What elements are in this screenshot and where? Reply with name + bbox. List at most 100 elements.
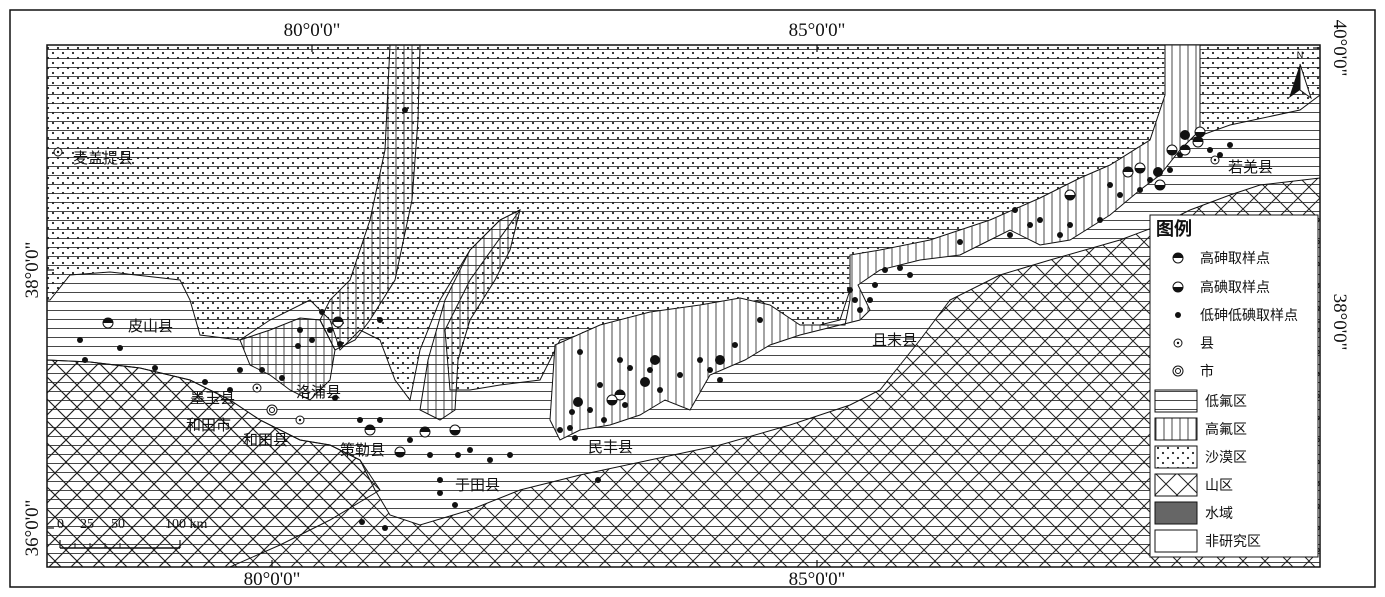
- left-lat-label-1: 38°0'0": [22, 242, 43, 299]
- place-label-qiemo: 且末县: [872, 331, 917, 349]
- high-fluoride-tongue: [419, 209, 521, 421]
- low-as-low-i-point: [1180, 130, 1190, 140]
- low-as-low-i-point: [697, 357, 703, 363]
- low-as-low-i-point: [1007, 232, 1013, 238]
- low-as-low-i-point: [650, 355, 660, 365]
- place-label-lop: 洛浦县: [296, 383, 341, 401]
- right-lat-label-2: 38°0'0": [1329, 294, 1350, 351]
- county-marker-moyu: [252, 383, 262, 393]
- place-label-maigaiti: 麦盖提县: [73, 149, 133, 167]
- bottom-lon-label-1: 80°0'0": [244, 569, 301, 590]
- low-as-low-i-point: [407, 437, 413, 443]
- scale-tick-0: 0: [57, 517, 64, 532]
- low-as-low-i-point: [852, 297, 858, 303]
- place-markers: [53, 147, 1220, 425]
- high-iodine-point-fill: [1155, 185, 1165, 190]
- low-as-low-i-point: [867, 297, 873, 303]
- low-as-low-i-point: [627, 365, 633, 371]
- low-as-low-i-point: [1137, 187, 1143, 193]
- low-as-low-i-point: [467, 447, 473, 453]
- north-label: N: [1297, 50, 1304, 60]
- legend-city: 市: [1172, 363, 1214, 380]
- high-fluoride-river: [319, 45, 421, 351]
- scale-bar: 0 25 50 100 km: [57, 517, 208, 549]
- low-as-low-i-point: [847, 287, 853, 293]
- legend-low-fluoride: 低氟区: [1154, 389, 1247, 413]
- low-as-low-i-point: [597, 382, 603, 388]
- top-lon-label-1: 80°0'0": [284, 20, 341, 41]
- high-iodine-point-fill: [450, 430, 460, 435]
- high-arsenic-point-fill: [333, 317, 343, 322]
- low-as-low-i-point: [957, 239, 963, 245]
- scale-tick-100: 100 km: [165, 517, 208, 532]
- low-as-low-i-point: [1227, 142, 1233, 148]
- low-as-low-i-point: [337, 341, 343, 347]
- low-as-low-i-point: [117, 345, 123, 351]
- legend-non-study: 非研究区: [1154, 529, 1261, 553]
- low-as-low-i-point: [567, 425, 573, 431]
- svg-text:水域: 水域: [1205, 506, 1233, 522]
- legend-high-arsenic: 高砷取样点: [1172, 250, 1270, 267]
- low-as-low-i-point: [357, 417, 363, 423]
- mountain-zone-west: [47, 359, 381, 567]
- svg-text:县: 县: [1200, 336, 1214, 352]
- county-marker-maigaiti: [53, 147, 63, 157]
- scale-tick-25: 25: [80, 517, 94, 532]
- legend-high-fluoride: 高氟区: [1154, 417, 1247, 441]
- low-as-low-i-point: [377, 417, 383, 423]
- city-marker-hotan: [266, 404, 278, 416]
- place-labels: 麦盖提县 皮山县 墨玉县 和田市 和田县 洛浦县 策勒县 于田县 民丰县 且末县…: [73, 149, 1273, 494]
- north-arrow-right: [1299, 63, 1312, 100]
- legend-title: 图例: [1156, 218, 1192, 240]
- low-as-low-i-point: [1027, 222, 1033, 228]
- sample-points: [77, 107, 1233, 531]
- right-lat-label-1: 40°0'0": [1329, 20, 1350, 77]
- north-arrow: N: [1289, 50, 1312, 100]
- low-as-low-i-point: [569, 409, 575, 415]
- svg-text:高氟区: 高氟区: [1205, 421, 1247, 438]
- low-as-low-i-point: [327, 327, 333, 333]
- low-as-low-i-point: [259, 367, 265, 373]
- low-as-low-i-point: [907, 272, 913, 278]
- svg-text:高碘取样点: 高碘取样点: [1200, 279, 1270, 296]
- low-as-low-i-point: [1147, 177, 1153, 183]
- low-as-low-i-point: [617, 357, 623, 363]
- high-iodine-point-fill: [1065, 195, 1075, 200]
- left-lat-label-2: 36°0'0": [22, 500, 43, 557]
- county-marker-hotan: [295, 415, 305, 425]
- low-as-low-i-point: [279, 375, 285, 381]
- low-as-low-i-point: [1012, 207, 1018, 213]
- low-as-low-i-point: [1217, 152, 1223, 158]
- high-arsenic-point-fill: [365, 425, 375, 430]
- outer-border: [9, 9, 1376, 588]
- place-label-hotan-city: 和田市: [186, 416, 231, 434]
- legend-mountain: 山区: [1154, 473, 1233, 497]
- low-as-low-i-point: [595, 477, 601, 483]
- high-iodine-point-fill: [607, 400, 617, 405]
- low-as-low-i-point: [657, 387, 663, 393]
- low-as-low-i-point: [455, 452, 461, 458]
- low-as-low-i-point: [573, 397, 583, 407]
- high-iodine-point-fill: [1135, 168, 1145, 173]
- low-as-low-i-point: [717, 377, 723, 383]
- low-as-low-i-point: [237, 367, 243, 373]
- low-as-low-i-point: [647, 367, 653, 373]
- low-as-low-i-point: [297, 327, 303, 333]
- low-as-low-i-point: [402, 107, 408, 113]
- low-as-low-i-point: [487, 457, 493, 463]
- low-as-low-i-point: [1067, 222, 1073, 228]
- low-as-low-i-point: [1167, 167, 1173, 173]
- low-as-low-i-point: [152, 365, 158, 371]
- low-as-low-i-point: [622, 402, 628, 408]
- low-as-low-i-point: [427, 452, 433, 458]
- low-as-low-i-point: [507, 452, 513, 458]
- low-as-low-i-point: [452, 502, 458, 508]
- high-arsenic-point-fill: [1180, 145, 1190, 150]
- svg-text:低氟区: 低氟区: [1205, 394, 1247, 410]
- low-as-low-i-point: [1097, 217, 1103, 223]
- low-as-low-i-point: [897, 265, 903, 271]
- place-label-pishan: 皮山县: [128, 317, 173, 335]
- high-fluoride-zone-fill: [550, 45, 1200, 440]
- low-as-low-i-point: [377, 317, 383, 323]
- low-as-low-i-point: [707, 367, 713, 373]
